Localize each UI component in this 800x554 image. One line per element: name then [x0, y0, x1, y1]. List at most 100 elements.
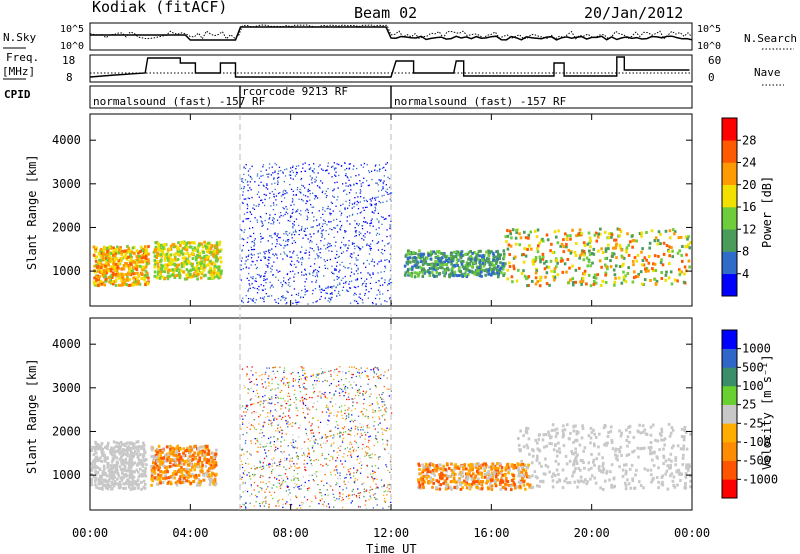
- heatmap-cell: [293, 250, 295, 252]
- heatmap-cell: [287, 392, 290, 394]
- heatmap-cell: [274, 462, 276, 464]
- heatmap-cell: [278, 431, 281, 433]
- heatmap-cell: [348, 414, 350, 416]
- heatmap-cell: [449, 255, 453, 259]
- heatmap-cell: [340, 379, 343, 381]
- heatmap-cell: [571, 281, 575, 284]
- heatmap-cell: [360, 272, 362, 274]
- heatmap-cell: [373, 421, 376, 423]
- heatmap-cell: [263, 296, 266, 298]
- heatmap-cell: [353, 206, 355, 208]
- heatmap-cell: [370, 260, 373, 263]
- heatmap-cell: [135, 445, 139, 449]
- heatmap-cell: [311, 177, 313, 179]
- heatmap-cell: [344, 409, 346, 411]
- heatmap-cell: [281, 436, 283, 438]
- heatmap-cell: [248, 283, 250, 285]
- heatmap-cell: [275, 449, 277, 451]
- heatmap-cell: [369, 489, 371, 491]
- heatmap-cell: [115, 441, 118, 445]
- heatmap-cell: [378, 179, 380, 181]
- heatmap-cell: [339, 485, 341, 488]
- heatmap-cell: [320, 368, 322, 370]
- heatmap-cell: [342, 506, 344, 509]
- heatmap-cell: [240, 496, 242, 498]
- heatmap-cell: [622, 262, 625, 266]
- heatmap-cell: [162, 456, 166, 460]
- heatmap-cell: [357, 506, 360, 508]
- heatmap-cell: [352, 449, 354, 451]
- heatmap-cell: [107, 276, 111, 280]
- heatmap-cell: [384, 281, 386, 284]
- heatmap-cell: [264, 257, 267, 259]
- heatmap-cell: [210, 262, 214, 266]
- heatmap-cell: [289, 220, 291, 222]
- heatmap-cell: [317, 395, 319, 397]
- heatmap-cell: [563, 262, 567, 266]
- heatmap-cell: [360, 385, 362, 388]
- heatmap-cell: [364, 447, 366, 449]
- heatmap-cell: [467, 250, 471, 254]
- heatmap-cell: [352, 405, 354, 407]
- heatmap-cell: [607, 243, 610, 247]
- heatmap-cell: [299, 391, 302, 393]
- heatmap-cell: [502, 264, 505, 268]
- heatmap-cell: [340, 460, 342, 462]
- heatmap-cell: [374, 197, 376, 199]
- heatmap-cell: [511, 280, 514, 284]
- heatmap-cell: [217, 265, 221, 269]
- heatmap-cell: [241, 466, 244, 469]
- heatmap-cell: [174, 461, 178, 465]
- heatmap-cell: [606, 267, 609, 271]
- heatmap-cell: [641, 247, 644, 251]
- heatmap-cell: [362, 302, 364, 304]
- heatmap-cell: [178, 249, 181, 253]
- heatmap-cell: [100, 263, 104, 267]
- heatmap-cell: [358, 223, 360, 225]
- heatmap-cell: [106, 487, 110, 491]
- heatmap-cell: [371, 260, 374, 262]
- heatmap-cell: [318, 223, 321, 225]
- heatmap-cell: [338, 255, 340, 258]
- heatmap-cell: [287, 239, 290, 241]
- heatmap-cell: [125, 257, 129, 261]
- heatmap-cell: [199, 276, 203, 280]
- heatmap-cell: [330, 297, 332, 299]
- heatmap-cell: [252, 276, 254, 278]
- heatmap-cell: [339, 435, 341, 437]
- heatmap-cell: [357, 389, 359, 392]
- heatmap-cell: [464, 269, 468, 273]
- heatmap-cell: [285, 297, 287, 299]
- heatmap-cell: [415, 260, 419, 264]
- heatmap-cell: [594, 281, 598, 285]
- heatmap-cell: [445, 259, 448, 262]
- heatmap-cell: [268, 462, 270, 465]
- heatmap-cell: [291, 445, 294, 447]
- heatmap-cell: [322, 190, 324, 192]
- heatmap-cell: [313, 163, 315, 165]
- heatmap-cell: [187, 269, 190, 273]
- heatmap-cell: [316, 272, 318, 274]
- heatmap-cell: [253, 239, 255, 242]
- heatmap-cell: [274, 171, 276, 173]
- heatmap-cell: [341, 414, 343, 416]
- heatmap-cell: [371, 240, 374, 242]
- heatmap-cell: [346, 290, 348, 292]
- heatmap-cell: [302, 407, 304, 409]
- heatmap-cell: [326, 224, 328, 226]
- heatmap-cell: [140, 445, 143, 449]
- heatmap-cell: [156, 253, 159, 257]
- heatmap-cell: [264, 204, 266, 207]
- heatmap-cell: [521, 253, 524, 257]
- heatmap-cell: [545, 265, 549, 269]
- heatmap-cell: [117, 445, 121, 449]
- heatmap-cell: [193, 451, 196, 455]
- heatmap-cell: [334, 474, 336, 476]
- heatmap-cell: [338, 174, 340, 177]
- heatmap-cell: [279, 465, 281, 467]
- heatmap-cell: [210, 480, 214, 484]
- heatmap-cell: [583, 272, 586, 276]
- heatmap-cell: [502, 249, 506, 253]
- heatmap-cell: [514, 236, 518, 240]
- heatmap-cell: [170, 269, 173, 273]
